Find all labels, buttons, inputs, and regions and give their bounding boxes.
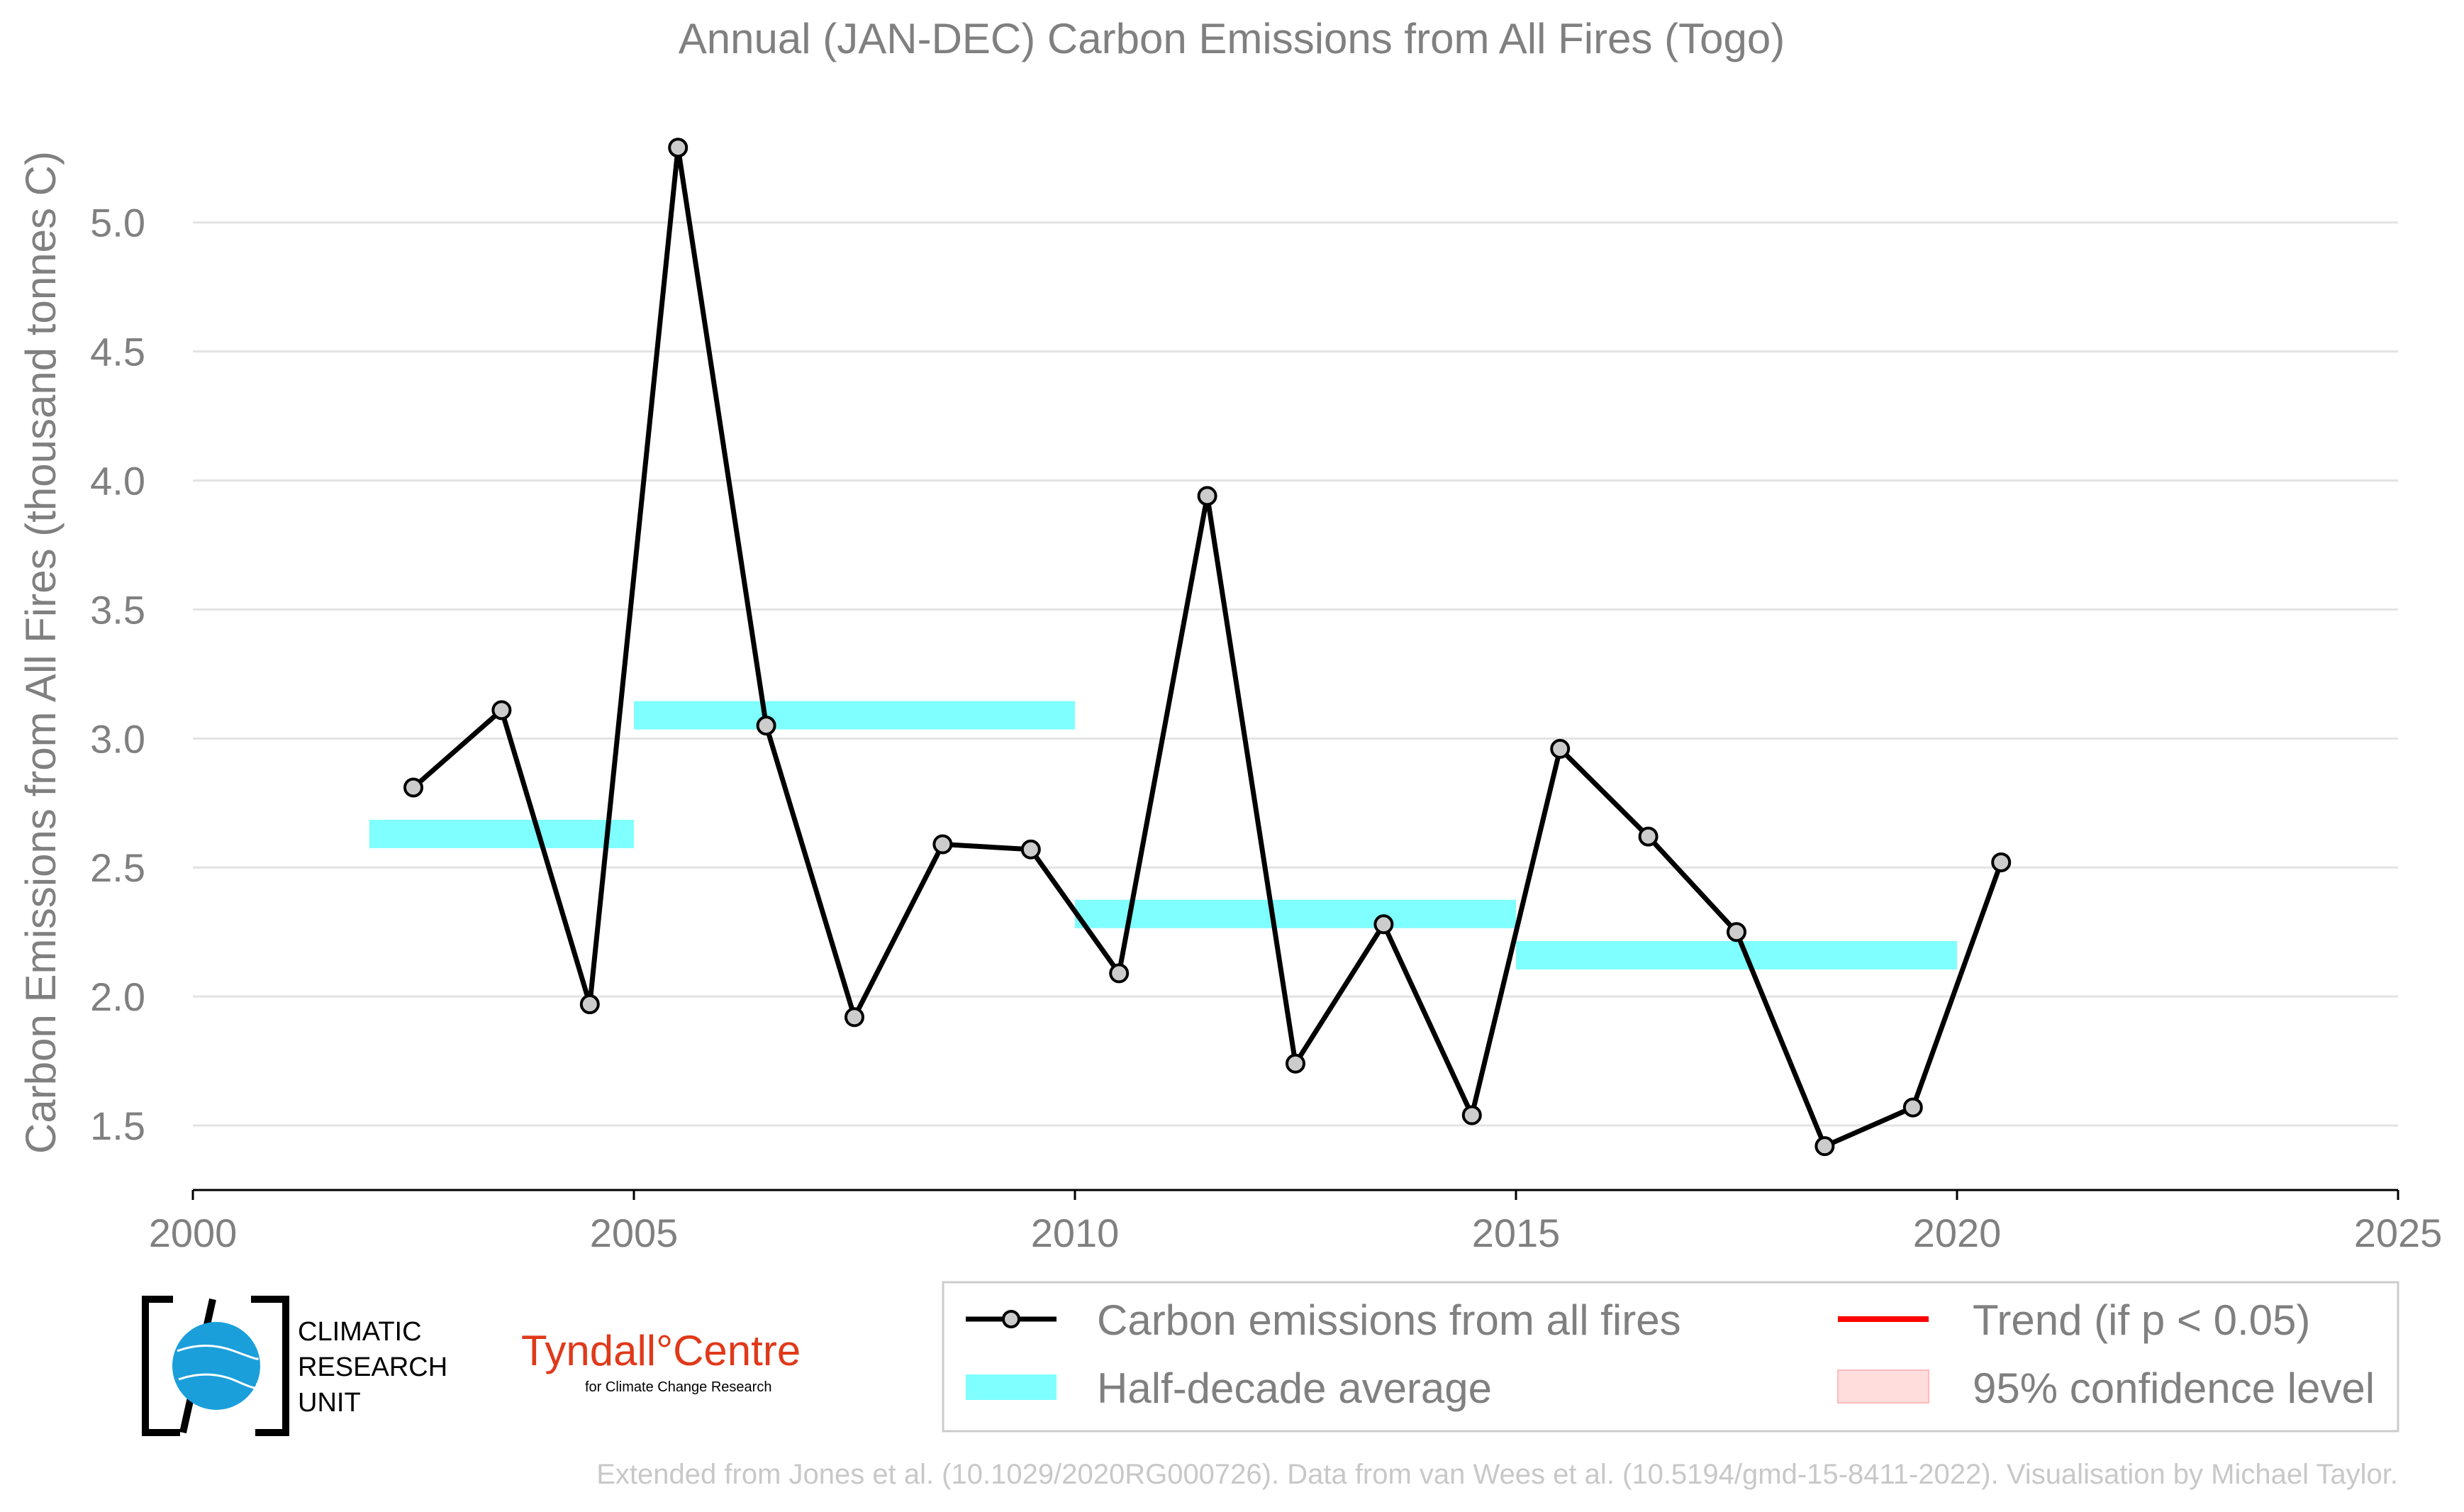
half-decade-bar xyxy=(1075,899,1516,928)
half-decade-bars xyxy=(369,701,1957,969)
data-point xyxy=(1550,738,1571,759)
y-tick-label: 1.5 xyxy=(90,1104,145,1148)
legend-item-trend: Trend (if p < 0.05) xyxy=(1838,1296,2310,1344)
legend-label-emissions: Carbon emissions from all fires xyxy=(1097,1296,1681,1344)
x-tick-label: 2025 xyxy=(2354,1211,2443,1255)
data-point xyxy=(844,1007,864,1028)
data-point xyxy=(1020,839,1041,860)
x-tick-label: 2010 xyxy=(1031,1211,1120,1255)
tyndall-subtitle: for Climate Change Research xyxy=(585,1379,771,1395)
axes: 2000 2005 2010 2015 2020 2025 xyxy=(149,1189,2443,1255)
legend-label-trend: Trend (if p < 0.05) xyxy=(1973,1296,2310,1344)
legend-item-emissions: Carbon emissions from all fires xyxy=(966,1296,1681,1344)
half-decade-bar xyxy=(1516,940,1957,969)
chart-title: Annual (JAN-DEC) Carbon Emissions from A… xyxy=(679,15,1785,62)
y-tick-label: 3.0 xyxy=(90,716,145,761)
data-point xyxy=(1991,852,2012,872)
legend: Carbon emissions from all fires Half-dec… xyxy=(942,1281,2399,1433)
y-tick-label: 2.5 xyxy=(90,845,145,890)
data-point xyxy=(1109,963,1130,984)
cru-text-1: CLIMATIC xyxy=(298,1317,422,1347)
data-point xyxy=(491,700,512,721)
legend-swatch-confidence xyxy=(1837,1369,1929,1403)
legend-box xyxy=(942,1281,2399,1433)
data-point xyxy=(403,777,423,798)
x-tick-label: 2005 xyxy=(590,1211,679,1255)
gridlines: 1.5 2.0 2.5 3.0 3.5 4.0 4.5 5.0 xyxy=(90,201,2398,1148)
y-tick-label: 4.5 xyxy=(90,330,145,374)
data-point xyxy=(1286,1053,1305,1074)
legend-item-confidence: 95% confidence level xyxy=(1837,1364,2375,1412)
half-decade-bar xyxy=(369,819,634,848)
emissions-series xyxy=(403,138,2012,1157)
cru-text-2: RESEARCH xyxy=(298,1352,447,1382)
data-point xyxy=(932,834,953,855)
data-point xyxy=(1727,922,1746,943)
data-point xyxy=(1373,914,1394,935)
y-axis-label: Carbon Emissions from All Fires (thousan… xyxy=(17,151,65,1154)
y-tick-label: 2.0 xyxy=(90,974,145,1019)
cru-text-3: UNIT xyxy=(298,1388,361,1418)
cru-bracket-right xyxy=(251,1296,289,1436)
data-point xyxy=(756,716,776,736)
data-point xyxy=(579,994,600,1015)
data-point xyxy=(668,138,689,158)
data-point xyxy=(1814,1136,1835,1157)
cru-bracket-left xyxy=(142,1296,180,1436)
data-point xyxy=(1638,826,1659,847)
y-tick-label: 5.0 xyxy=(90,201,145,245)
data-point xyxy=(1197,486,1217,506)
y-tick-label: 4.0 xyxy=(90,459,145,504)
y-tick-label: 3.5 xyxy=(90,587,145,632)
x-tick-label: 2000 xyxy=(149,1211,238,1255)
legend-swatch-half-decade xyxy=(966,1374,1057,1400)
legend-label-half-decade: Half-decade average xyxy=(1097,1364,1492,1412)
tyndall-title: Tyndall°Centre xyxy=(521,1327,801,1374)
data-point xyxy=(1461,1105,1482,1125)
data-point xyxy=(1902,1097,1923,1118)
globe-icon xyxy=(172,1322,260,1410)
cru-logo: CLIMATIC RESEARCH UNIT xyxy=(142,1296,447,1436)
half-decade-bar xyxy=(634,701,1075,730)
legend-label-confidence: 95% confidence level xyxy=(1973,1364,2375,1412)
tyndall-logo: Tyndall°Centre for Climate Change Resear… xyxy=(521,1327,801,1395)
x-tick-label: 2020 xyxy=(1913,1211,2002,1255)
legend-item-half-decade: Half-decade average xyxy=(966,1364,1492,1412)
legend-marker-icon xyxy=(1002,1310,1020,1328)
x-tick-label: 2015 xyxy=(1472,1211,1561,1255)
credit-text: Extended from Jones et al. (10.1029/2020… xyxy=(596,1459,2398,1490)
